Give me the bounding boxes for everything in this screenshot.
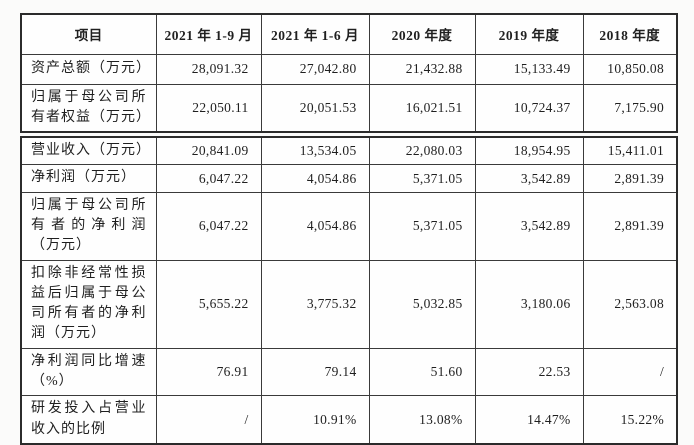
header-row: 项目 2021 年 1-9 月 2021 年 1-6 月 2020 年度 2019 年度… bbox=[20, 13, 678, 55]
cell-value: 15.22% bbox=[582, 395, 678, 445]
cell-value: 5,371.05 bbox=[368, 191, 476, 261]
cell-value: 6,047.22 bbox=[155, 164, 262, 193]
column-header: 2020 年度 bbox=[368, 13, 476, 55]
table-row: 营业收入（万元） 20,841.09 13,534.05 22,080.03 18,95… bbox=[20, 136, 678, 166]
cell-value: 10,850.08 bbox=[582, 53, 678, 85]
column-header: 2019 年度 bbox=[474, 13, 584, 55]
table-row: 净利润（万元） 6,047.22 4,054.86 5,371.05 3,542.89 2… bbox=[20, 164, 678, 193]
cell-value: / bbox=[155, 395, 262, 445]
cell-value: 10,724.37 bbox=[474, 83, 584, 133]
cell-value: 10.91% bbox=[260, 395, 370, 445]
row-label: 营业收入（万元） bbox=[20, 136, 157, 166]
row-label: 净利润同比增速（%） bbox=[20, 347, 157, 397]
row-label: 归属于母公司所有者权益（万元） bbox=[20, 83, 157, 133]
column-header: 2018 年度 bbox=[582, 13, 678, 55]
cell-value: 7,175.90 bbox=[582, 83, 678, 133]
cell-value: 22,080.03 bbox=[368, 136, 476, 166]
table-row: 扣除非经常性损益后归属于母公司所有者的净利润（万元） 5,655.22 3,775.… bbox=[20, 259, 678, 349]
table-row: 归属于母公司所有者的净利润（万元） 6,047.22 4,054.86 5,371.0… bbox=[20, 191, 678, 261]
financial-summary-table: 项目 2021 年 1-9 月 2021 年 1-6 月 2020 年度 2019 年度… bbox=[20, 13, 678, 445]
column-header: 2021 年 1-6 月 bbox=[260, 13, 370, 55]
cell-value: 5,032.85 bbox=[368, 259, 476, 349]
cell-value: 79.14 bbox=[260, 347, 370, 397]
cell-value: 3,180.06 bbox=[474, 259, 584, 349]
cell-value: 2,563.08 bbox=[582, 259, 678, 349]
cell-value: 2,891.39 bbox=[582, 164, 678, 193]
cell-value: / bbox=[582, 347, 678, 397]
cell-value: 2,891.39 bbox=[582, 191, 678, 261]
cell-value: 13,534.05 bbox=[260, 136, 370, 166]
table-row: 净利润同比增速（%） 76.91 79.14 51.60 22.53/ bbox=[20, 347, 678, 397]
cell-value: 22,050.11 bbox=[155, 83, 262, 133]
row-label: 扣除非经常性损益后归属于母公司所有者的净利润（万元） bbox=[20, 259, 157, 349]
row-label: 研发投入占营业收入的比例 bbox=[20, 395, 157, 445]
table-row: 归属于母公司所有者权益（万元） 22,050.11 20,051.53 16,021.… bbox=[20, 83, 678, 133]
cell-value: 15,411.01 bbox=[582, 136, 678, 166]
cell-value: 28,091.32 bbox=[155, 53, 262, 85]
cell-value: 20,051.53 bbox=[260, 83, 370, 133]
cell-value: 51.60 bbox=[368, 347, 476, 397]
cell-value: 18,954.95 bbox=[474, 136, 584, 166]
cell-value: 3,542.89 bbox=[474, 191, 584, 261]
cell-value: 6,047.22 bbox=[155, 191, 262, 261]
cell-value: 13.08% bbox=[368, 395, 476, 445]
column-header: 2021 年 1-9 月 bbox=[155, 13, 262, 55]
row-label: 资产总额（万元） bbox=[20, 53, 157, 85]
table-row: 研发投入占营业收入的比例/10.91% 13.08% 14.47% 15.22% bbox=[20, 395, 678, 445]
cell-value: 4,054.86 bbox=[260, 191, 370, 261]
column-header: 项目 bbox=[20, 13, 157, 55]
cell-value: 22.53 bbox=[474, 347, 584, 397]
cell-value: 20,841.09 bbox=[155, 136, 262, 166]
cell-value: 4,054.86 bbox=[260, 164, 370, 193]
cell-value: 27,042.80 bbox=[260, 53, 370, 85]
cell-value: 5,655.22 bbox=[155, 259, 262, 349]
cell-value: 21,432.88 bbox=[368, 53, 476, 85]
cell-value: 16,021.51 bbox=[368, 83, 476, 133]
row-label: 归属于母公司所有者的净利润（万元） bbox=[20, 191, 157, 261]
table-row: 资产总额（万元） 28,091.32 27,042.80 21,432.88 15,13… bbox=[20, 53, 678, 85]
cell-value: 5,371.05 bbox=[368, 164, 476, 193]
financial-table-bottom-section: 营业收入（万元） 20,841.09 13,534.05 22,080.03 18,95… bbox=[20, 136, 678, 445]
cell-value: 3,542.89 bbox=[474, 164, 584, 193]
cell-value: 3,775.32 bbox=[260, 259, 370, 349]
cell-value: 15,133.49 bbox=[474, 53, 584, 85]
financial-table-top-section: 项目 2021 年 1-9 月 2021 年 1-6 月 2020 年度 2019 年度… bbox=[20, 13, 678, 134]
cell-value: 14.47% bbox=[474, 395, 584, 445]
row-label: 净利润（万元） bbox=[20, 164, 157, 193]
cell-value: 76.91 bbox=[155, 347, 262, 397]
